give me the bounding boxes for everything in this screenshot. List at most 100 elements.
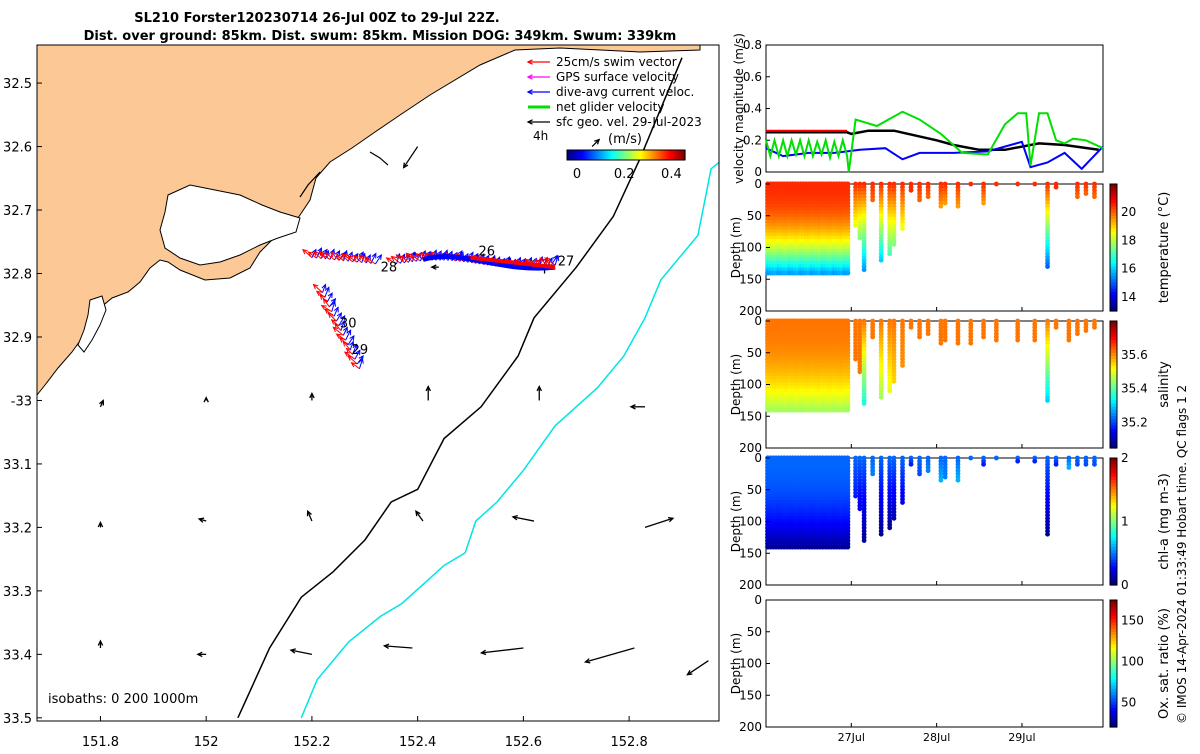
dive-avg-vector-head [358,357,364,364]
profile-colorbar-cell [1110,247,1117,252]
profile-colorbar-cell [1110,365,1117,370]
profile-dot [1032,337,1038,343]
profile-colorbar-cell [1110,184,1117,188]
colorbar-cell [624,150,627,160]
profile-colorbar-frame [1109,599,1118,728]
dive-avg-vector-head [342,249,348,256]
swim-vector [332,327,344,336]
profile-colorbar-cell [1110,193,1117,198]
swim-vector-head [385,257,392,263]
depth-tick-label: 50 [747,209,762,223]
profile-colorbar-cell [1110,701,1117,706]
profile-dot [968,181,974,187]
profile-dot [938,340,944,346]
profile-colorbar-cell [1110,279,1117,284]
colorbar-cell [677,150,680,160]
profile-colorbar-cell [1110,416,1117,421]
profile-colorbar-cell [1110,464,1117,469]
profile-colorbar-cell [1110,190,1117,195]
profile-colorbar-label: chl-a (mg m-3) [1157,473,1172,570]
profile-colorbar-cell [1110,505,1117,510]
geo-arrow-head [667,516,675,523]
depth-tick-label: 50 [747,625,762,639]
colorbar-cell [612,150,615,160]
profile-colorbar-cell [1110,394,1117,398]
swim-vector-head [352,254,359,261]
profile-colorbar-cell [1110,237,1117,242]
colorbar-cell [661,150,664,160]
profile-colorbar-cell [1110,711,1117,715]
day-label: 27 [558,254,575,269]
swim-vector-head [330,251,336,258]
profile-colorbar-cell [1110,562,1117,567]
swim-vector-head [324,252,331,258]
profile-panel-chla: 0 50 100 150 200 Depth (m) 0 1 2 chl-a (mg m-3) [729,451,1172,592]
profile-colorbar-cell [1110,515,1117,519]
profile-dot [1015,337,1021,343]
colorbar-cell [610,150,613,160]
profile-dot [1075,194,1080,200]
profile-colorbar-cell [1110,282,1117,287]
profile-colorbar-cell [1110,441,1117,446]
profile-dot [908,324,914,330]
swim-vector-head [343,351,350,357]
profile-dot [1092,194,1097,200]
legend-label: 25cm/s swim vector [556,55,677,69]
profile-colorbar-cell [1110,467,1117,472]
colorbar-cell [604,150,607,160]
isobath-200m [237,57,683,719]
profile-colorbar-cell [1110,276,1117,280]
profile-colorbar-cell [1110,477,1117,481]
dive-avg-vector-head [516,256,521,263]
dive-avg-vector-head [468,251,474,258]
profile-colorbar-cell [1110,603,1117,607]
profile-dot [1053,184,1059,190]
title-line-1: SL210 Forster120230714 26-Jul 00Z to 29-… [134,11,499,26]
profile-dot [955,203,961,209]
dive-avg-vector-head [348,251,353,258]
profile-dot [1053,461,1059,467]
profile-colorbar-cell [1110,196,1117,201]
map-y-tick-label: 33.5 [3,712,32,727]
map-y-tick-label: 32.8 [3,268,32,283]
dive-avg-vector-head [333,306,339,313]
day-label: 29 [352,343,369,358]
profile-colorbar-cell [1110,619,1117,623]
colorbar-tick-label: 0.4 [661,167,682,182]
dive-avg-vector-head [330,300,337,307]
profile-dot [1075,461,1080,467]
dive-avg-vector [311,249,317,258]
colorbar-cell [679,150,682,160]
swim-vector-head [312,283,319,290]
colorbar-cell [653,150,657,160]
profile-colorbar-cell [1110,622,1117,626]
map-y-tick-label: 32.5 [3,77,32,92]
profile-dot [1045,397,1050,403]
dive-avg-vector-head [330,248,335,255]
profile-colorbar-cell [1110,438,1117,443]
legend-swatch-head [526,119,533,125]
profile-dot [845,544,851,550]
depth-axis-label: Depth (m) [729,633,743,694]
swim-vector [401,255,409,263]
dive-avg-vector-head [346,329,352,336]
colorbar-cell [608,150,611,160]
profile-colorbar-cell [1110,428,1117,433]
day-label: 26 [478,245,495,260]
profile-dot [887,388,893,394]
profile-colorbar-cell [1110,669,1117,674]
colorbar-cell [665,150,668,160]
profile-colorbar-cell [1110,253,1117,258]
legend-label: dive-avg current veloc. [556,85,694,99]
colorbar-cell [657,150,661,160]
profile-colorbar-cell [1110,600,1117,604]
colorbar-cell [567,150,570,160]
geo-arrow-head [594,138,601,145]
dive-avg-vector-head [340,314,346,321]
dive-avg-vector-head [321,283,327,290]
swim-vector-head [319,294,326,300]
profile-colorbar-cell [1110,679,1117,684]
swim-vector [406,252,417,262]
swim-vector [353,255,363,264]
depth-tick-label: 150 [739,409,762,423]
